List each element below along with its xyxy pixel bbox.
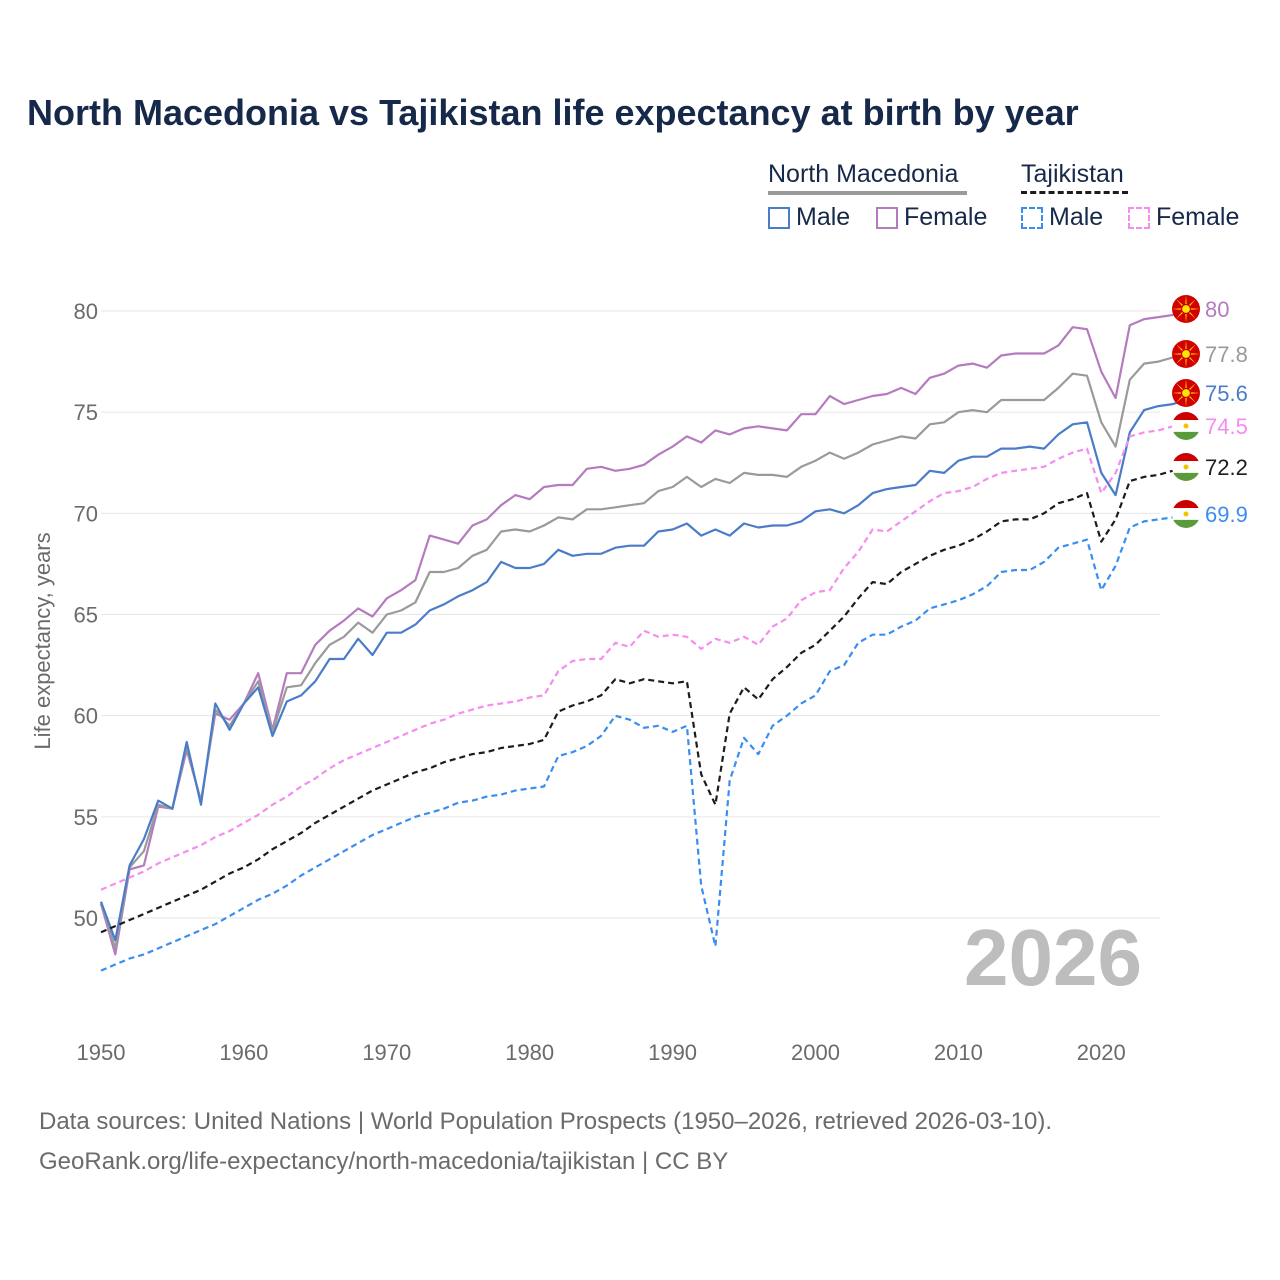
legend-item-mk-male[interactable]: Male [768,203,850,232]
north-macedonia-flag-icon [1172,379,1200,407]
chart-title: North Macedonia vs Tajikistan life expec… [27,92,1079,133]
legend-item-tj-female[interactable]: Female [1128,203,1239,232]
north-macedonia-flag-icon [1172,340,1200,368]
legend-swatch-mk-female [876,206,898,229]
series-line-mk_total [99,354,1188,950]
y-tick-label: 55 [74,805,98,830]
footer-link[interactable]: GeoRank.org/life-expectancy/north-macedo… [39,1148,729,1175]
x-tick-label: 1960 [219,1040,268,1065]
legend-country-label: Tajikistan [1021,160,1124,188]
end-label-tj_male: 69.9 [1205,502,1248,527]
x-tick-label: 2000 [791,1040,840,1065]
legend-swatch-tj-female [1128,206,1150,229]
x-tick-label: 1970 [362,1040,411,1065]
series-line-mk_male [99,398,1188,942]
legend-swatch-mk-male [768,206,790,229]
end-label-mk_total: 77.8 [1205,342,1248,367]
y-tick-label: 70 [74,501,98,526]
y-tick-label: 50 [74,906,98,931]
x-tick-label: 2010 [934,1040,983,1065]
x-tick-label: 1980 [505,1040,554,1065]
legend-country-tajikistan: Tajikistan [1021,160,1124,189]
y-tick-label: 60 [74,704,98,729]
y-tick-label: 80 [74,299,98,324]
series-line-mk_female [99,309,1188,956]
legend-label: Female [1156,203,1240,231]
tajikistan-flag-icon [1172,412,1200,440]
series-line-tj_male [100,514,1188,972]
y-tick-label: 75 [74,400,98,425]
x-tick-label: 2020 [1077,1040,1126,1065]
legend-line-north-macedonia [768,191,967,195]
legend-line-tajikistan [1021,191,1128,194]
tajikistan-flag-icon [1172,500,1200,528]
legend-swatch-tj-male [1021,206,1043,229]
legend-label: Male [1049,203,1104,231]
x-tick-label: 1950 [77,1040,126,1065]
series-line-tj_female [100,421,1188,891]
year-badge: 2026 [964,913,1142,1002]
end-label-mk_female: 80 [1205,297,1229,322]
end-label-tj_female: 74.5 [1205,414,1248,439]
x-tick-label: 1990 [648,1040,697,1065]
north-macedonia-flag-icon [1172,295,1200,323]
end-label-tj_total: 72.2 [1205,455,1248,480]
legend-label: Female [904,203,988,231]
legend-item-mk-female[interactable]: Female [876,203,987,232]
end-label-mk_male: 75.6 [1205,381,1248,406]
footer-sources: Data sources: United Nations | World Pop… [39,1108,1053,1135]
y-tick-label: 65 [74,603,98,628]
legend-item-tj-male[interactable]: Male [1021,203,1103,232]
series-line-tj_total [100,467,1188,934]
y-axis-label: Life expectancy, years [30,532,55,749]
legend-label: Male [796,203,851,231]
legend-country-label: North Macedonia [768,160,959,188]
tajikistan-flag-icon [1172,453,1200,481]
legend-country-north-macedonia: North Macedonia [768,160,958,189]
